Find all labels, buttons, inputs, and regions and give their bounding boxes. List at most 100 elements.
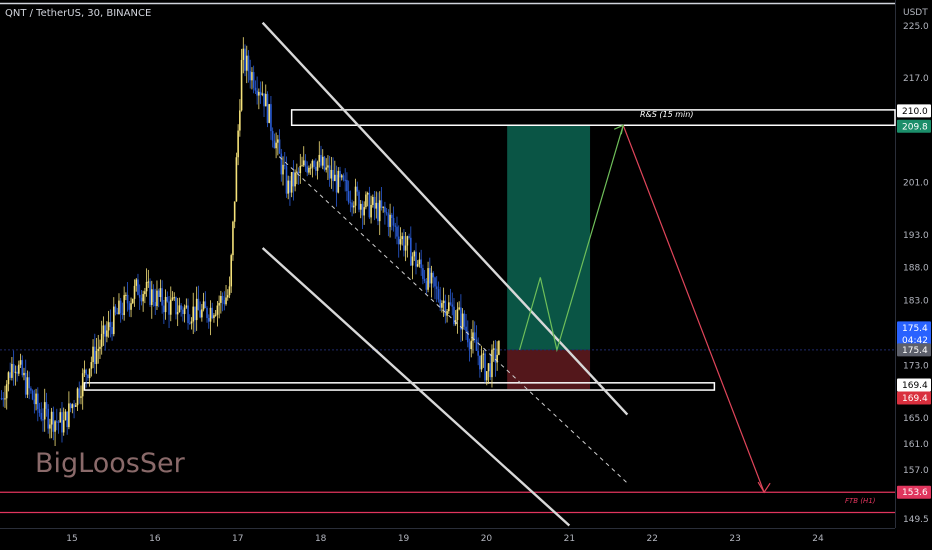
- time-tick-label: 20: [481, 534, 493, 544]
- candle-body: [88, 368, 91, 379]
- candle-body: [233, 201, 236, 222]
- candle-body: [441, 303, 443, 308]
- candle-body: [394, 225, 397, 227]
- candle-body: [337, 170, 340, 193]
- candle-body: [116, 312, 119, 315]
- price-tag-red: [897, 391, 931, 405]
- candle-body: [359, 203, 362, 210]
- candle-body: [78, 388, 81, 398]
- candle-body: [239, 110, 241, 131]
- channel-upper-line[interactable]: [261, 21, 629, 416]
- candle-body: [225, 297, 227, 305]
- candle-body: [83, 369, 86, 374]
- price-tick-label: 217.0: [903, 74, 929, 84]
- candle-body: [282, 164, 284, 175]
- price-axis[interactable]: 225.0 217.0 210.0 201.0 193.0 188.0 183.0 173.0…: [903, 22, 929, 525]
- candle-body: [187, 305, 189, 324]
- candle-body: [304, 160, 307, 167]
- channel-lower-line[interactable]: [261, 247, 571, 527]
- time-axis[interactable]: 15 16 17 18 19 20 21 22 23 24: [66, 534, 824, 544]
- candle-body: [249, 71, 252, 81]
- candle-body: [80, 396, 82, 398]
- candle-body: [199, 310, 201, 318]
- candle-body: [18, 364, 20, 374]
- time-tick-label: 15: [66, 534, 77, 544]
- candle-body: [61, 412, 63, 433]
- candle-body: [391, 214, 393, 218]
- candle-body: [52, 411, 55, 432]
- candle-body: [299, 165, 302, 174]
- candle-body: [7, 372, 10, 385]
- candle-body: [349, 202, 352, 204]
- candle-body: [294, 172, 296, 187]
- resistance-zone-box[interactable]: [290, 109, 896, 127]
- candle-body: [458, 307, 460, 310]
- candle-body: [28, 377, 30, 389]
- candle-body: [85, 369, 87, 375]
- candle-body: [447, 302, 450, 312]
- candle-body: [175, 297, 177, 315]
- projection-up-path[interactable]: [519, 125, 624, 353]
- candle-body: [207, 318, 210, 322]
- candle-body: [137, 279, 139, 295]
- candle-body: [480, 354, 483, 370]
- candle-body: [237, 130, 239, 158]
- candle-body: [166, 296, 169, 302]
- candle-body: [363, 207, 365, 216]
- candle-body: [290, 172, 293, 193]
- candle-body: [270, 104, 272, 132]
- candle-body: [411, 256, 414, 266]
- projection-down-arrowhead: [757, 481, 771, 494]
- projection-down-path[interactable]: [622, 125, 765, 493]
- candle-body: [240, 59, 243, 111]
- candle-body: [406, 236, 409, 246]
- candle-body: [401, 236, 403, 240]
- candle-body: [404, 245, 407, 251]
- candle-body: [140, 297, 143, 302]
- candle-body: [351, 202, 353, 208]
- price-tick-label: 165.0: [903, 414, 929, 424]
- candle-body: [220, 296, 222, 303]
- candle-body: [56, 421, 58, 423]
- candle-body: [361, 203, 364, 216]
- candle-body: [40, 412, 43, 420]
- candle-body: [396, 226, 398, 237]
- candle-body: [332, 169, 334, 182]
- candle-body: [334, 174, 336, 182]
- candle-body: [190, 321, 193, 324]
- candle-body: [31, 390, 34, 400]
- candle-body: [375, 202, 378, 209]
- candle-body: [384, 206, 386, 213]
- candle-body: [466, 331, 469, 343]
- candle-body: [49, 424, 51, 429]
- candle-body: [446, 311, 448, 316]
- price-tag-white: [897, 378, 931, 392]
- candle-body: [57, 421, 60, 423]
- candle-body: [418, 259, 421, 265]
- candle-body: [123, 295, 125, 316]
- candle-body: [201, 309, 203, 318]
- candle-body: [356, 186, 359, 192]
- candle-body: [211, 307, 214, 319]
- time-tick-label: 17: [232, 534, 243, 544]
- candle-body: [107, 322, 110, 331]
- candle-body: [45, 402, 48, 409]
- candle-body: [232, 221, 234, 256]
- candle-body: [347, 191, 350, 203]
- candle-body: [182, 309, 184, 315]
- candle-body: [150, 289, 153, 305]
- support-zone-box[interactable]: [83, 382, 716, 391]
- candle-body: [346, 179, 348, 192]
- candle-body: [35, 393, 37, 405]
- candle-body: [432, 272, 435, 278]
- candle-body: [138, 294, 141, 298]
- candle-body: [321, 156, 324, 166]
- candle-body: [109, 322, 112, 328]
- candle-body: [420, 259, 422, 269]
- price-tag-label: 209.8: [902, 122, 928, 132]
- price-tag-green: [897, 119, 931, 133]
- candle-body: [323, 156, 326, 170]
- candle-body: [392, 217, 395, 226]
